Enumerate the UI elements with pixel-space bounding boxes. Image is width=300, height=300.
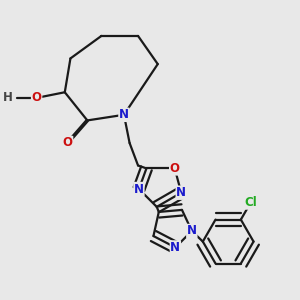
Text: N: N <box>134 182 144 196</box>
Text: N: N <box>176 186 186 199</box>
Text: N: N <box>170 241 180 254</box>
Text: N: N <box>119 108 129 121</box>
Text: N: N <box>187 224 197 238</box>
Text: Cl: Cl <box>244 196 257 209</box>
Text: O: O <box>170 162 180 175</box>
Text: O: O <box>63 136 73 149</box>
Text: O: O <box>32 92 42 104</box>
Text: H: H <box>3 92 13 104</box>
